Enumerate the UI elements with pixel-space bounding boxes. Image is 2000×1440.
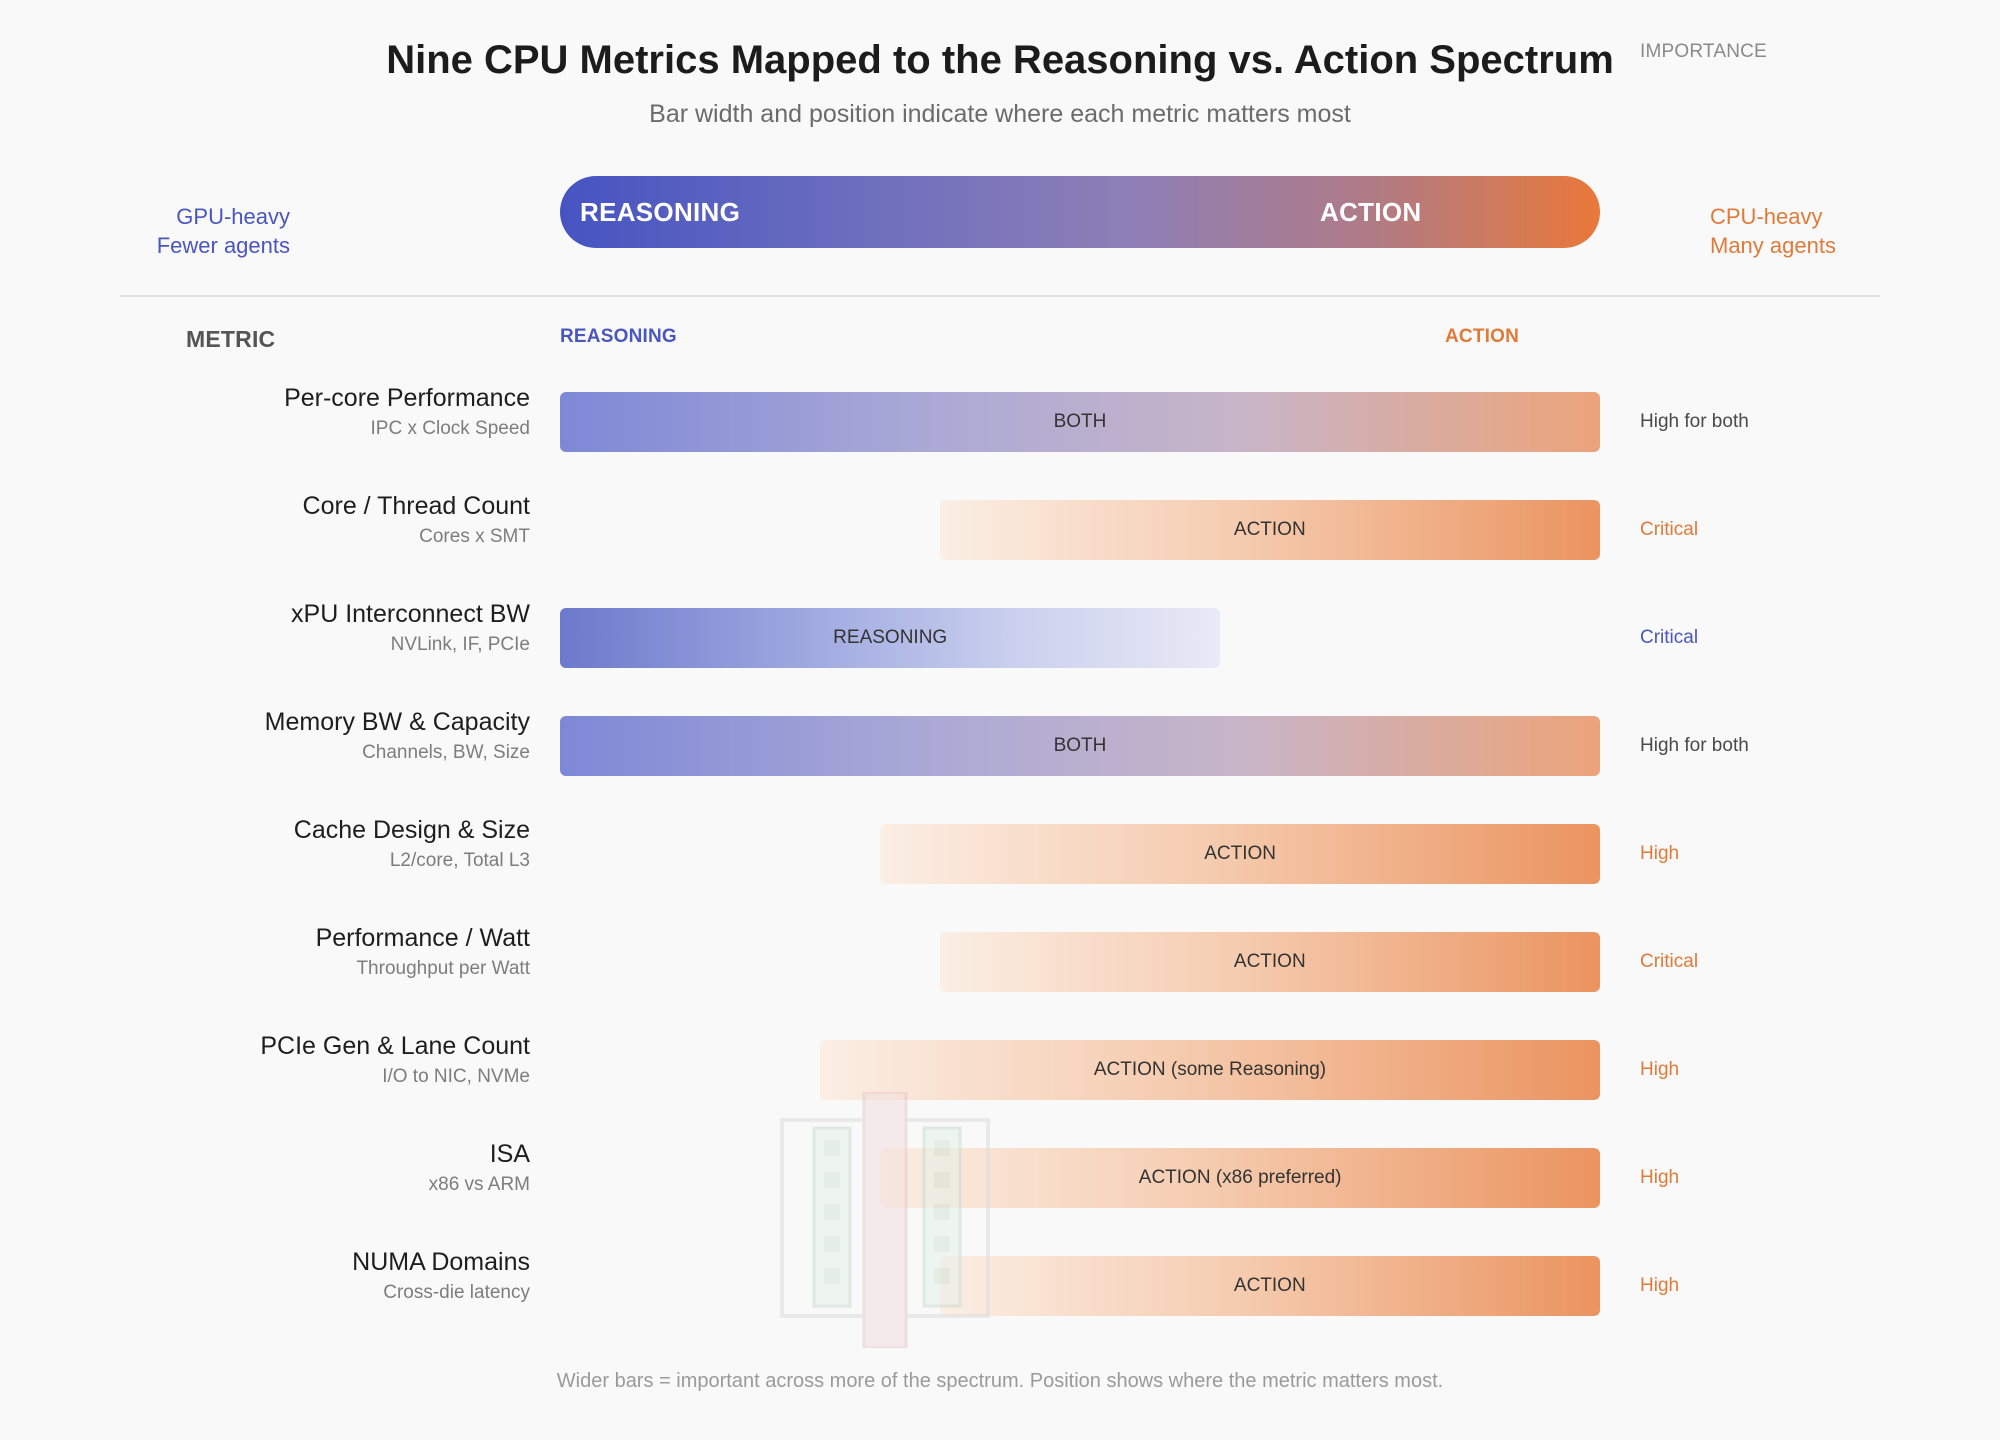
spectrum-right-label: ACTION — [1320, 197, 1422, 227]
metric-subtitle: NVLink, IF, PCIe — [390, 634, 530, 655]
metric-name: Cache Design & Size — [293, 816, 530, 844]
metric-name: ISA — [489, 1140, 530, 1168]
importance-label: Critical — [1640, 627, 1699, 648]
metric-name: xPU Interconnect BW — [291, 600, 530, 628]
metric-subtitle: Channels, BW, Size — [362, 742, 530, 763]
metric-bar-action: ACTION (some Reasoning) — [820, 1040, 1600, 1100]
importance-label: Critical — [1640, 519, 1699, 540]
metric-row: Performance / Watt Throughput per Watt ACT… — [0, 910, 2000, 1018]
importance-label: High — [1640, 843, 1680, 864]
metric-bar-action: ACTION — [939, 500, 1600, 560]
metric-row: Per-core Performance IPC x Clock Speed BOT… — [0, 370, 2000, 478]
metric-subtitle: Cores x SMT — [419, 526, 530, 547]
metric-row: Memory BW & Capacity Channels, BW, Size BO… — [0, 694, 2000, 802]
left-side-line-2: Fewer agents — [156, 233, 290, 258]
importance-label: High for both — [1640, 735, 1749, 756]
page-title: Nine CPU Metrics Mapped to the Reasoning… — [386, 38, 1614, 82]
metric-name: NUMA Domains — [352, 1248, 530, 1276]
header-divider — [120, 295, 1880, 297]
importance-label: High — [1640, 1275, 1680, 1296]
metric-subtitle: Throughput per Watt — [356, 958, 530, 979]
metric-name: Performance / Watt — [315, 924, 530, 952]
metric-bar-both: BOTH — [560, 392, 1600, 452]
right-side-line-1: CPU-heavy — [1710, 204, 1823, 229]
page-subtitle: Bar width and position indicate where ea… — [649, 100, 1351, 128]
metric-bar-action: ACTION — [880, 824, 1600, 884]
metric-bar-action: ACTION — [939, 932, 1600, 992]
server-rack-watermark-icon — [780, 1092, 990, 1348]
metric-row: ISA x86 vs ARM ACTION (x86 preferred) High — [0, 1126, 2000, 1234]
metric-bar-reasoning: REASONING — [560, 608, 1221, 668]
column-header-reasoning: REASONING — [560, 326, 677, 347]
metric-bar-action: ACTION — [939, 1256, 1600, 1316]
metric-subtitle: x86 vs ARM — [428, 1174, 530, 1195]
footnote: Wider bars = important across more of th… — [556, 1370, 1444, 1392]
metric-subtitle: L2/core, Total L3 — [389, 850, 530, 871]
metric-row: xPU Interconnect BW NVLink, IF, PCIe REASO… — [0, 586, 2000, 694]
metric-row: Core / Thread Count Cores x SMT ACTION Crit… — [0, 478, 2000, 586]
metric-name: PCIe Gen & Lane Count — [260, 1032, 530, 1060]
metric-bar-action: ACTION (x86 preferred) — [880, 1148, 1600, 1208]
metric-row: PCIe Gen & Lane Count I/O to NIC, NVMe ACT… — [0, 1018, 2000, 1126]
column-header-metric: METRIC — [186, 326, 276, 352]
left-side-line-1: GPU-heavy — [176, 204, 290, 229]
importance-label: High — [1640, 1059, 1680, 1080]
metric-name: Per-core Performance — [284, 384, 530, 412]
metric-row: Cache Design & Size L2/core, Total L3 ACTI… — [0, 802, 2000, 910]
column-header-action: ACTION — [1445, 326, 1520, 347]
metric-subtitle: Cross-die latency — [383, 1282, 530, 1303]
metric-subtitle: IPC x Clock Speed — [370, 418, 530, 439]
right-side-line-2: Many agents — [1710, 233, 1836, 258]
right-side-note: CPU-heavy Many agents — [1710, 202, 1836, 260]
metric-name: Core / Thread Count — [302, 492, 530, 520]
left-side-note: GPU-heavy Fewer agents — [157, 202, 290, 260]
metric-row: NUMA Domains Cross-die latency ACTION High — [0, 1234, 2000, 1342]
spectrum-bar: REASONING ACTION — [560, 176, 1600, 248]
importance-label: High for both — [1640, 411, 1749, 432]
metric-name: Memory BW & Capacity — [264, 708, 530, 736]
importance-label: Critical — [1640, 951, 1699, 972]
metric-bar-both: BOTH — [560, 716, 1600, 776]
spectrum-left-label: REASONING — [580, 197, 741, 227]
column-header-importance: IMPORTANCE — [1640, 41, 1767, 62]
metric-subtitle: I/O to NIC, NVMe — [382, 1066, 530, 1087]
importance-label: High — [1640, 1167, 1680, 1188]
